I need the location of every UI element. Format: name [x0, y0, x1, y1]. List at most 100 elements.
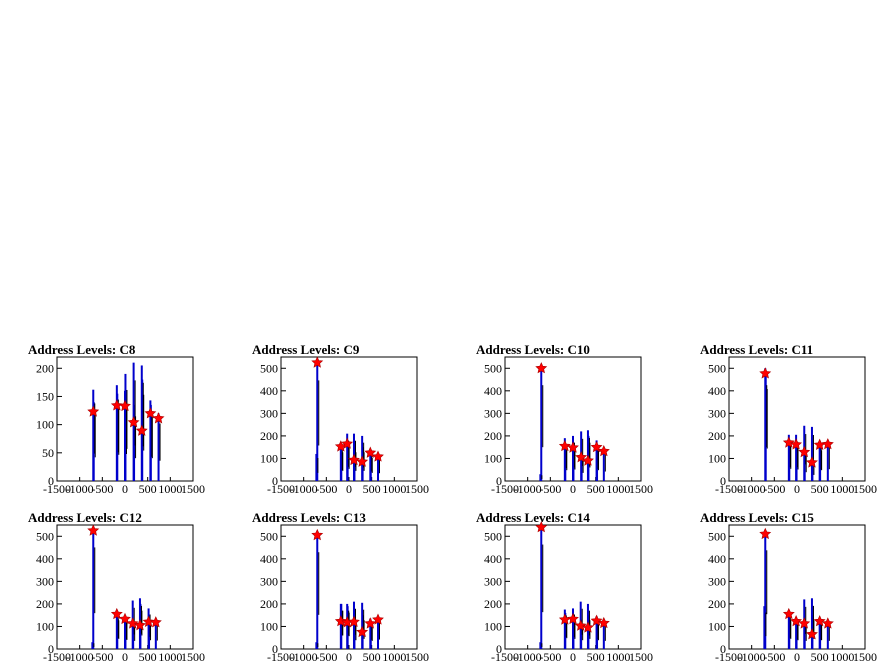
x-tick-label: -1000	[66, 482, 94, 496]
y-tick-label: 400	[36, 552, 54, 566]
y-tick-label: 200	[36, 597, 54, 611]
x-tick-label: 0	[122, 650, 128, 664]
x-tick-label: 500	[139, 650, 157, 664]
histogram-spike	[811, 460, 814, 481]
x-tick-label: -1000	[514, 482, 542, 496]
peak-marker	[805, 628, 818, 640]
x-tick-label: 0	[346, 482, 352, 496]
y-tick-label: 400	[260, 552, 278, 566]
x-tick-label: 1500	[853, 650, 877, 664]
y-tick-label: 300	[708, 406, 726, 420]
chart-panel: Address Levels: C10 0 100 200 300 400 500 -1500…	[476, 342, 653, 496]
peak-marker	[581, 621, 594, 633]
y-tick-label: 0	[48, 474, 54, 488]
peak-marker	[821, 617, 834, 629]
histogram-spike	[810, 426, 813, 481]
histogram-spike	[788, 615, 791, 649]
peak-marker	[759, 527, 772, 540]
x-tick-label: -1500	[715, 650, 743, 664]
peak-marker	[581, 454, 594, 466]
peak-marker	[364, 617, 377, 629]
x-tick-label: 1000	[830, 650, 854, 664]
x-tick-label: 1500	[629, 482, 653, 496]
chart-panel: Address Levels: C11 0 100 200 300 400 500 -1500…	[700, 342, 877, 496]
y-tick-label: 500	[36, 529, 54, 543]
y-tick-label: 300	[260, 574, 278, 588]
histogram-spike	[133, 404, 136, 481]
y-tick-label: 500	[708, 361, 726, 375]
histogram-spike	[819, 444, 822, 481]
peak-marker	[356, 625, 369, 638]
y-tick-label: 400	[708, 552, 726, 566]
peak-marker	[133, 619, 146, 631]
peak-marker	[790, 438, 802, 450]
x-tick-label: 1500	[629, 650, 653, 664]
x-tick-label: 0	[570, 650, 576, 664]
y-tick-label: 300	[260, 406, 278, 420]
histogram-spike	[316, 535, 319, 649]
histogram-spike	[803, 621, 806, 649]
y-tick-label: 400	[708, 384, 726, 398]
chart-panel: Address Levels: C12 0 100 200 300 400 500 -1500…	[28, 510, 205, 664]
histogram-spike	[788, 440, 791, 481]
x-tick-label: -500	[315, 482, 337, 496]
x-tick-label: -500	[539, 650, 561, 664]
chart-title: Address Levels: C13	[252, 510, 366, 525]
y-tick-label: 0	[720, 642, 726, 656]
y-tick-label: 300	[484, 574, 502, 588]
x-tick-label: -1500	[715, 482, 743, 496]
x-tick-label: 1500	[405, 482, 429, 496]
peak-marker	[759, 367, 772, 379]
x-tick-label: 1500	[181, 650, 205, 664]
y-tick-label: 500	[484, 529, 502, 543]
histogram-spike	[124, 618, 127, 649]
x-tick-label: -1000	[290, 650, 318, 664]
histogram-spike	[540, 526, 543, 649]
x-tick-label: -1500	[43, 482, 71, 496]
x-tick-label: -1500	[491, 650, 519, 664]
peak-marker	[567, 612, 579, 625]
y-tick-label: 0	[272, 474, 278, 488]
peak-marker	[144, 407, 157, 419]
histogram-spike	[340, 447, 343, 481]
x-tick-label: 500	[363, 482, 381, 496]
x-tick-label: 1500	[853, 482, 877, 496]
y-tick-label: 300	[484, 406, 502, 420]
histogram-spike	[580, 619, 583, 649]
peak-marker	[356, 455, 369, 467]
histogram-spike	[826, 621, 829, 649]
peak-marker	[558, 613, 571, 625]
x-tick-label: -500	[91, 482, 113, 496]
y-tick-label: 50	[42, 446, 54, 460]
x-tick-label: -1500	[491, 482, 519, 496]
x-tick-label: -500	[763, 650, 785, 664]
y-tick-label: 100	[484, 619, 502, 633]
histogram-spike	[826, 441, 829, 481]
x-tick-label: 500	[587, 650, 605, 664]
x-tick-label: -1500	[267, 650, 295, 664]
histogram-spike	[353, 619, 356, 649]
x-tick-label: 1000	[158, 650, 182, 664]
y-tick-label: 0	[496, 474, 502, 488]
y-tick-label: 200	[260, 597, 278, 611]
peak-marker	[334, 615, 347, 627]
x-tick-label: 0	[794, 650, 800, 664]
x-tick-label: 500	[139, 482, 157, 496]
y-tick-label: 200	[484, 597, 502, 611]
y-tick-label: 100	[36, 418, 54, 432]
histogram-spike	[116, 615, 119, 649]
y-tick-label: 200	[36, 361, 54, 375]
y-tick-label: 100	[260, 451, 278, 465]
histogram-spike	[596, 619, 599, 649]
x-tick-label: -1000	[738, 650, 766, 664]
histogram-spike	[795, 619, 798, 649]
peak-marker	[348, 615, 360, 627]
peak-marker	[574, 619, 587, 631]
histogram-spike	[377, 617, 380, 649]
histogram-spike	[580, 453, 583, 481]
x-tick-label: 0	[122, 482, 128, 496]
y-tick-label: 0	[496, 642, 502, 656]
y-tick-label: 500	[484, 361, 502, 375]
peak-marker	[127, 416, 140, 428]
